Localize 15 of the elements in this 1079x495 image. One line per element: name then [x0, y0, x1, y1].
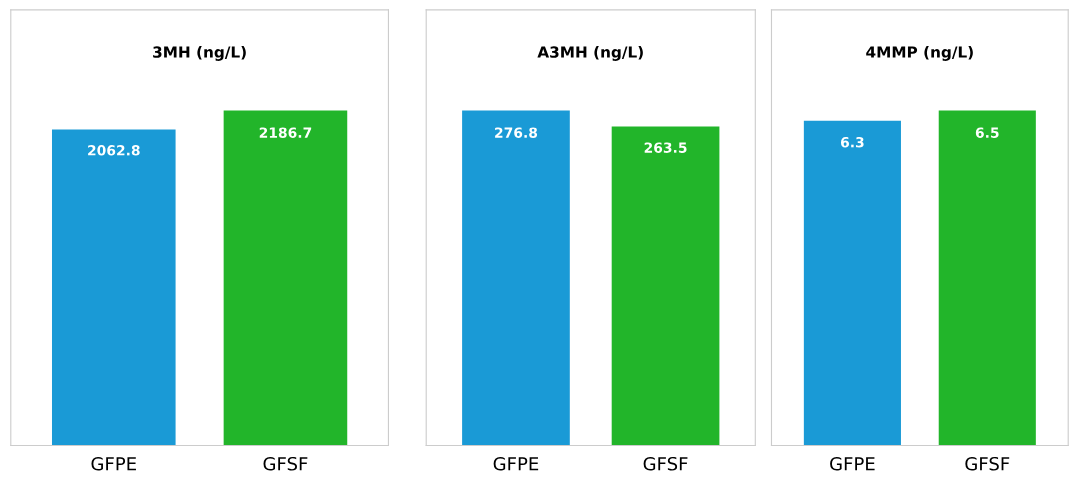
x-tick-label: GFPE: [91, 456, 136, 471]
x-tick-label: GFSF: [263, 456, 308, 471]
data-label: 6.3: [840, 136, 864, 148]
x-tick-label: GFPE: [830, 456, 875, 471]
x-tick-label: GFPE: [493, 456, 539, 471]
chart-title: 3MH (ng/L): [153, 46, 246, 61]
x-tick-label: GFSF: [965, 456, 1010, 471]
data-label: 263.5: [644, 142, 687, 153]
data-label: 2062.8: [88, 145, 140, 156]
data-label: 276.8: [495, 127, 538, 138]
chart-title: A3MH (ng/L): [537, 46, 643, 61]
chart-title: 4MMP (ng/L): [866, 46, 973, 61]
x-tick-label: GFSF: [643, 456, 688, 471]
data-label: 6.5: [975, 127, 999, 138]
data-label: 2186.7: [259, 127, 312, 138]
